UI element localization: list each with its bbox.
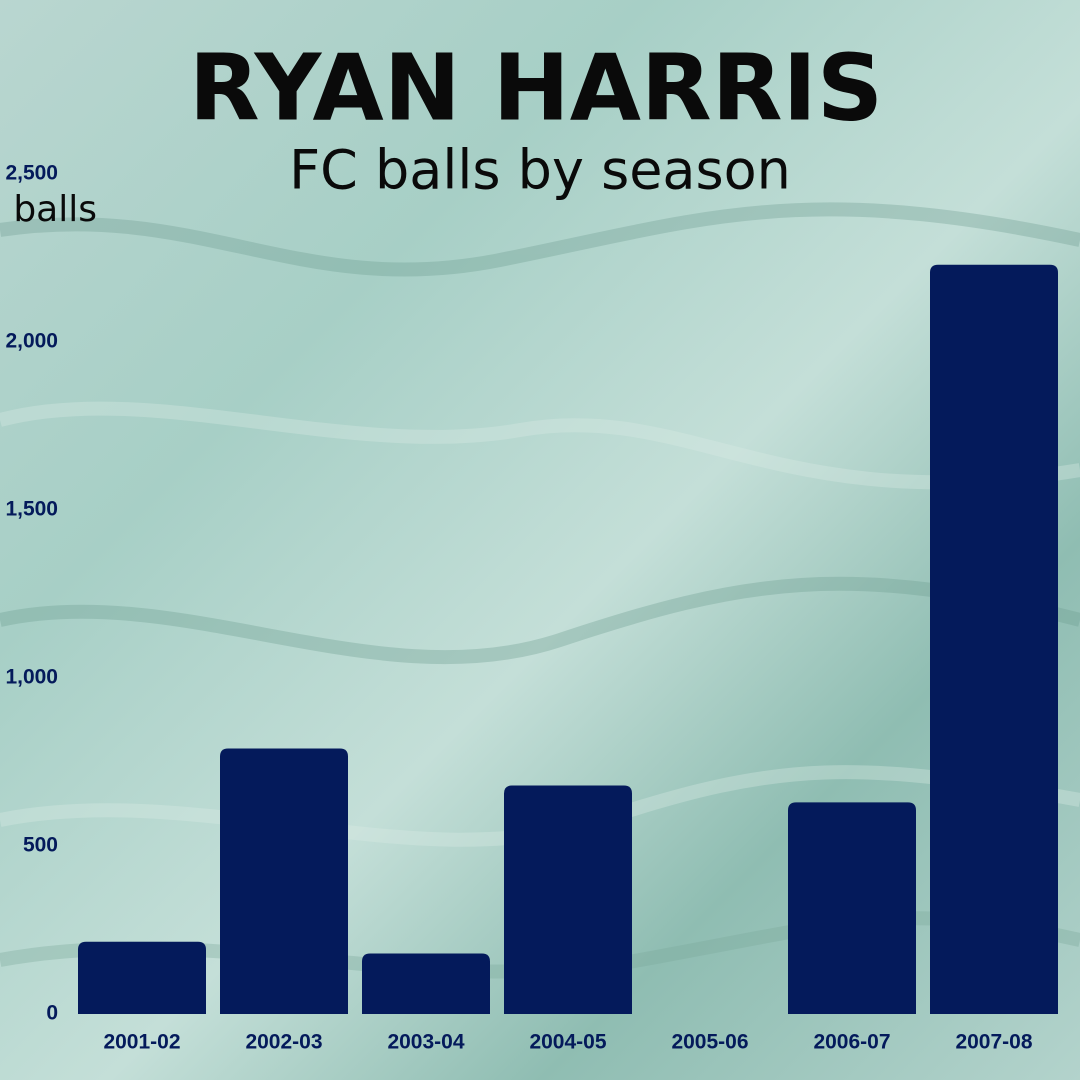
bar [788, 802, 916, 1014]
x-tick-label: 2007-08 [955, 1031, 1032, 1054]
x-tick-label: 2002-03 [245, 1031, 322, 1054]
x-tick-label: 2004-05 [529, 1031, 606, 1054]
y-axis-label: balls [13, 189, 97, 230]
y-tick-label: 0 [46, 1002, 58, 1025]
bar [220, 748, 348, 1014]
x-tick-label: 2003-04 [387, 1031, 464, 1054]
bar [362, 953, 490, 1014]
bar [78, 941, 206, 1014]
y-tick-label: 500 [23, 834, 58, 857]
bar [504, 785, 632, 1014]
y-tick-label: 1,000 [5, 666, 58, 689]
chart-subtitle: FC balls by season [289, 139, 791, 202]
bar [930, 264, 1058, 1015]
y-tick-label: 2,000 [5, 330, 58, 353]
x-tick-label: 2005-06 [671, 1031, 748, 1054]
chart-title: RYAN HARRIS [189, 34, 883, 141]
x-tick-label: 2006-07 [813, 1031, 890, 1054]
y-tick-label: 1,500 [5, 498, 58, 521]
x-tick-label: 2001-02 [103, 1031, 180, 1054]
y-tick-label: 2,500 [5, 162, 58, 185]
